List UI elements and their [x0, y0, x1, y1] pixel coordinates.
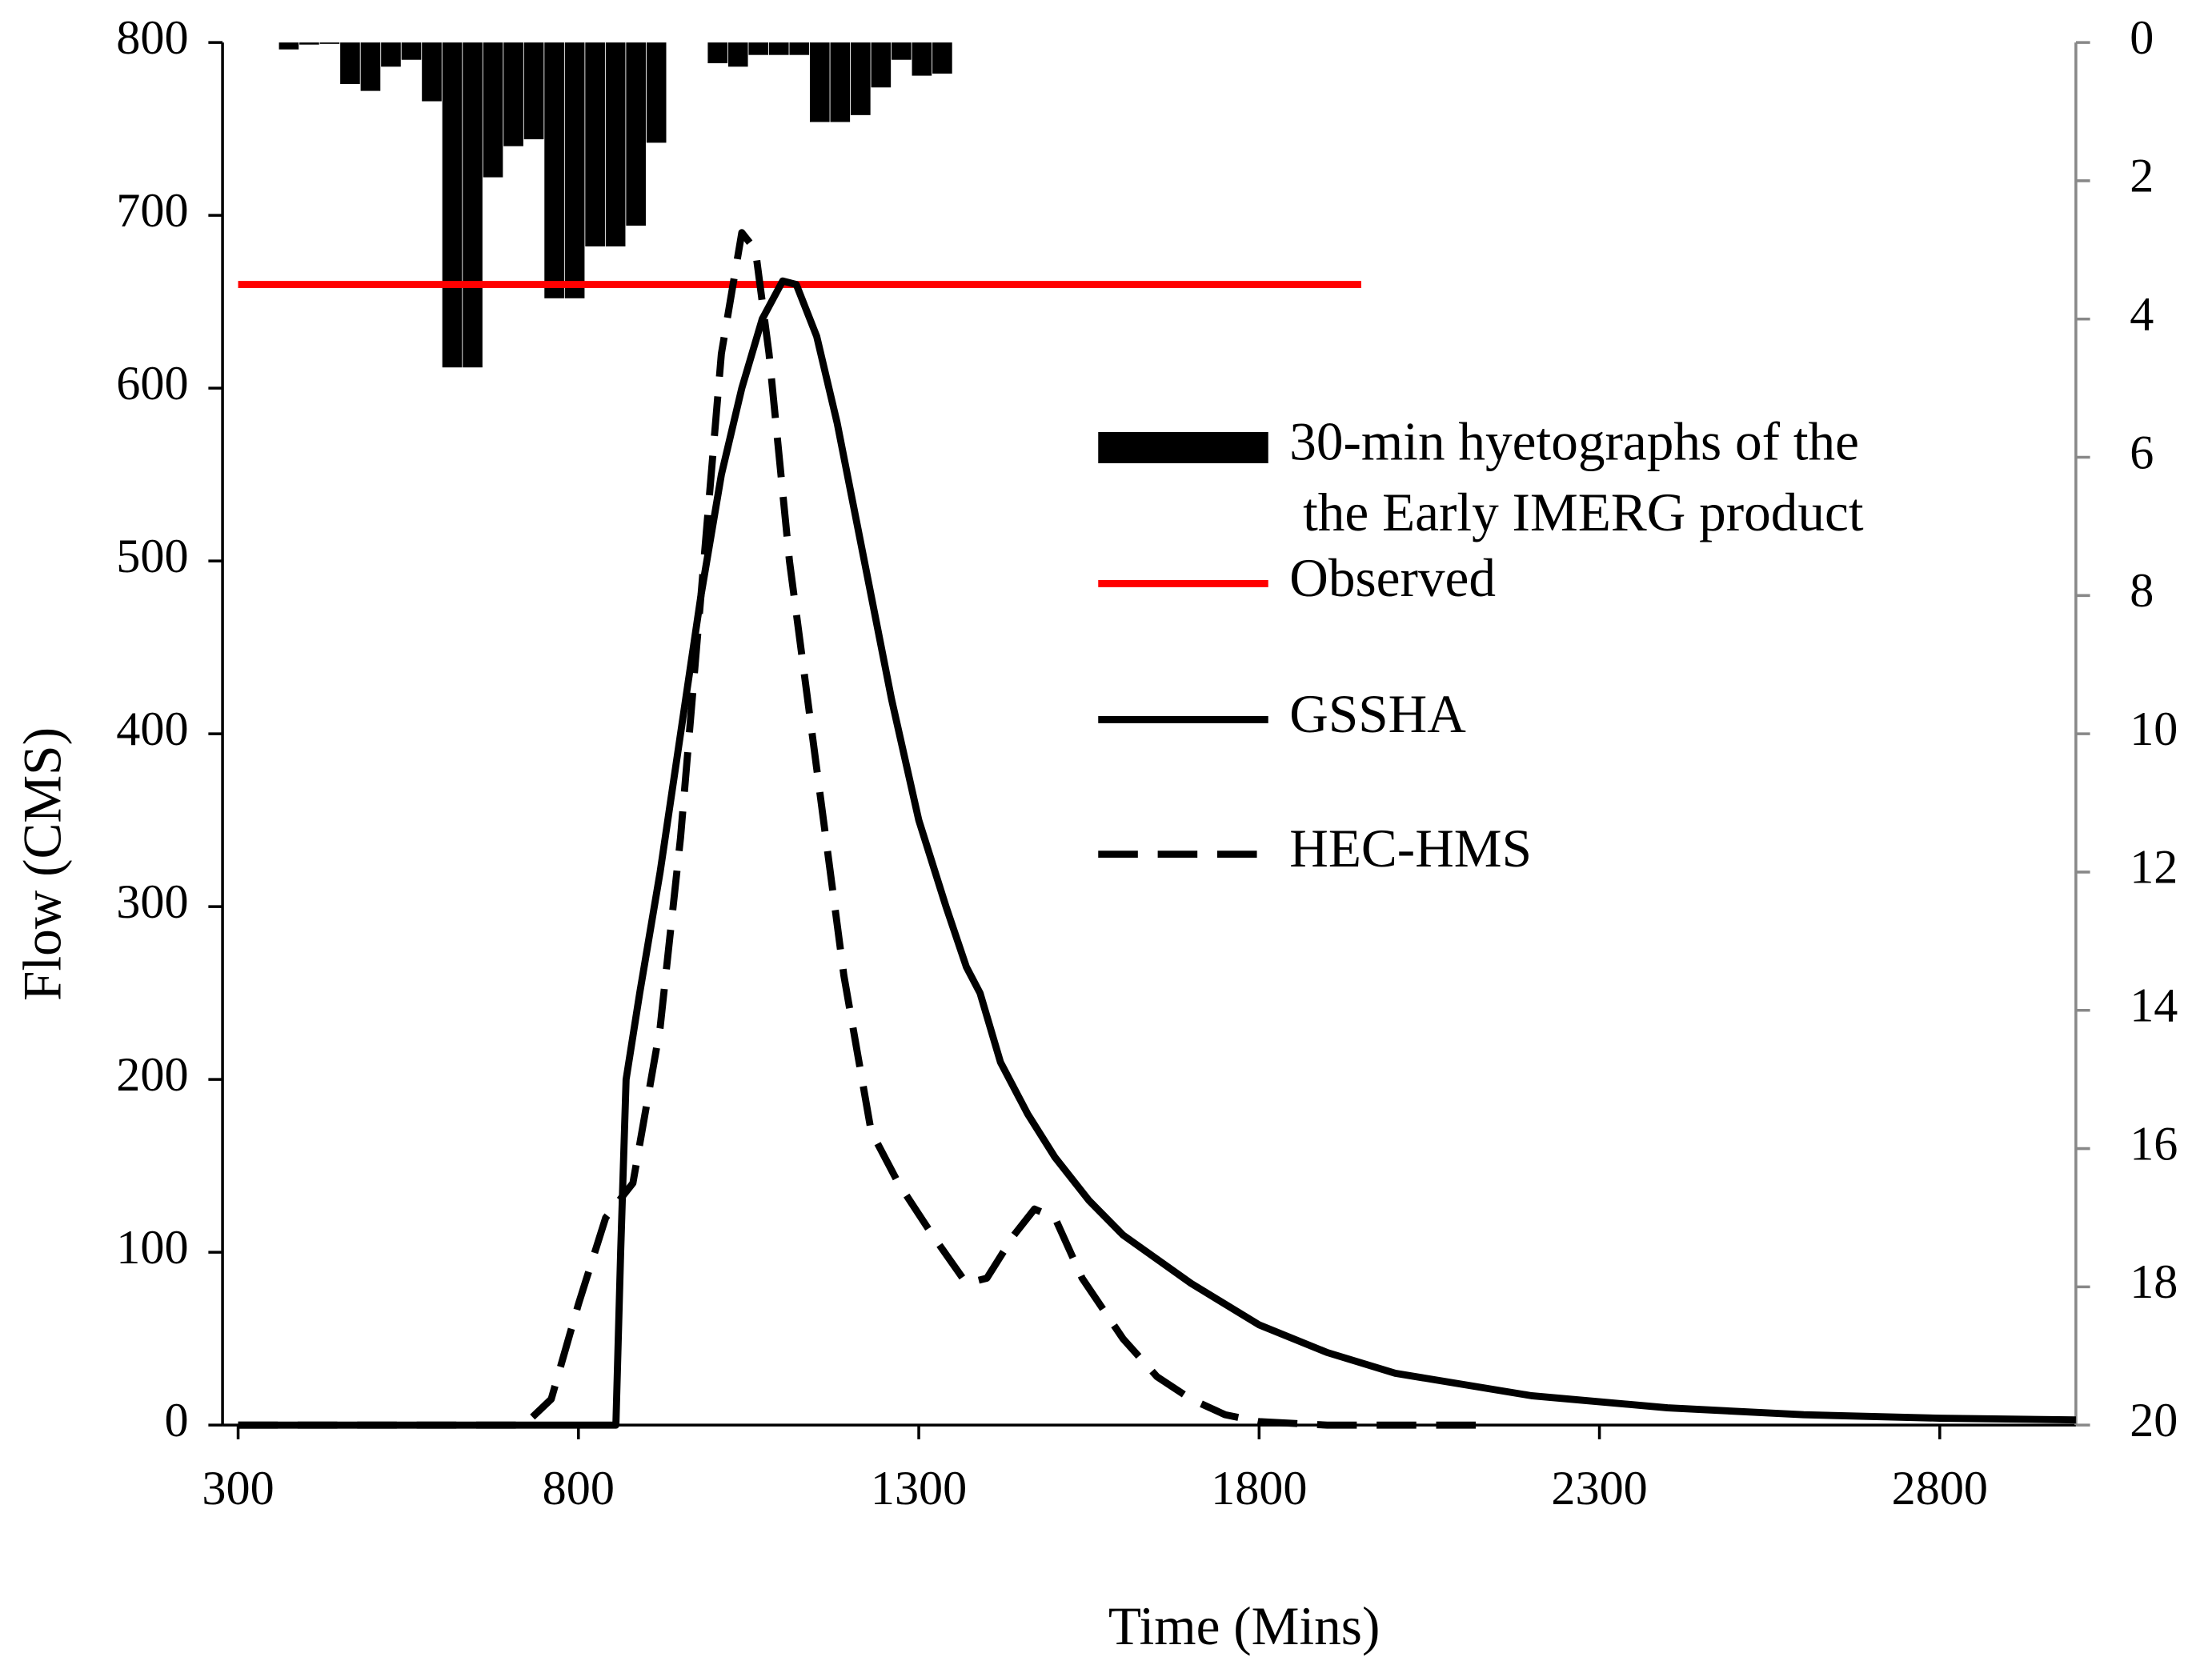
bar [605, 42, 626, 247]
y-tick-label: 600 [116, 357, 188, 410]
legend-label: Observed [1289, 548, 1496, 608]
legend-swatch [1098, 432, 1268, 463]
y-tick-label: 100 [116, 1221, 188, 1275]
bar [319, 42, 340, 44]
y-tick-label: 400 [116, 702, 188, 756]
bar [646, 42, 667, 143]
bar [503, 42, 523, 146]
bar [564, 42, 585, 298]
y2-tick-label: 12 [2130, 841, 2178, 895]
bar [789, 42, 810, 55]
bar [851, 42, 871, 115]
y2-tick-label: 10 [2130, 702, 2178, 756]
y2-tick-label: 6 [2130, 426, 2154, 479]
y-tick-label: 800 [116, 11, 188, 65]
bar [585, 42, 605, 247]
bar [299, 42, 319, 45]
x-tick-label: 2800 [1892, 1462, 1988, 1515]
y-tick-label: 200 [116, 1048, 188, 1102]
bar [727, 42, 748, 67]
bar [463, 42, 483, 368]
bar [360, 42, 381, 91]
bar [279, 42, 299, 50]
y2-tick-label: 20 [2130, 1394, 2178, 1447]
bar [912, 42, 932, 76]
x-axis-label: Time (Mins) [1108, 1596, 1380, 1656]
bar [523, 42, 544, 140]
line-3 [238, 229, 1484, 1429]
y-tick-label: 0 [164, 1394, 188, 1447]
bar [544, 42, 564, 298]
x-tick-label: 800 [543, 1462, 615, 1515]
x-tick-label: 1800 [1211, 1462, 1307, 1515]
y2-tick-label: 16 [2130, 1117, 2178, 1171]
y-tick-label: 500 [116, 530, 188, 583]
bar [381, 42, 401, 67]
x-tick-label: 2300 [1551, 1462, 1647, 1515]
y-tick-label: 300 [116, 875, 188, 929]
bar [932, 42, 952, 74]
legend-label: GSSHA [1289, 684, 1466, 744]
bar [626, 42, 646, 226]
y-axis-label: Flow (CMS) [13, 727, 73, 1001]
y2-tick-label: 0 [2130, 11, 2154, 65]
y2-tick-label: 8 [2130, 564, 2154, 618]
bar [871, 42, 892, 88]
bar [442, 42, 463, 368]
bar [768, 42, 789, 55]
y2-tick-label: 14 [2130, 979, 2178, 1033]
legend-label: HEC-HMS [1289, 818, 1532, 879]
legend-label: 30-min hyetographs of the the Early IMER… [1289, 412, 1864, 543]
bar [809, 42, 830, 122]
y2-tick-label: 2 [2130, 150, 2154, 203]
x-tick-label: 300 [202, 1462, 274, 1515]
y2-tick-label: 4 [2130, 288, 2154, 342]
x-tick-label: 1300 [871, 1462, 967, 1515]
y-tick-label: 700 [116, 184, 188, 238]
bar [892, 42, 912, 60]
bar [340, 42, 360, 84]
bar [483, 42, 503, 178]
bar [748, 42, 769, 55]
bar [422, 42, 442, 102]
bar [830, 42, 851, 122]
y2-tick-label: 18 [2130, 1255, 2178, 1309]
line-2 [238, 277, 2076, 1429]
bar [707, 42, 728, 64]
bar [401, 42, 422, 60]
